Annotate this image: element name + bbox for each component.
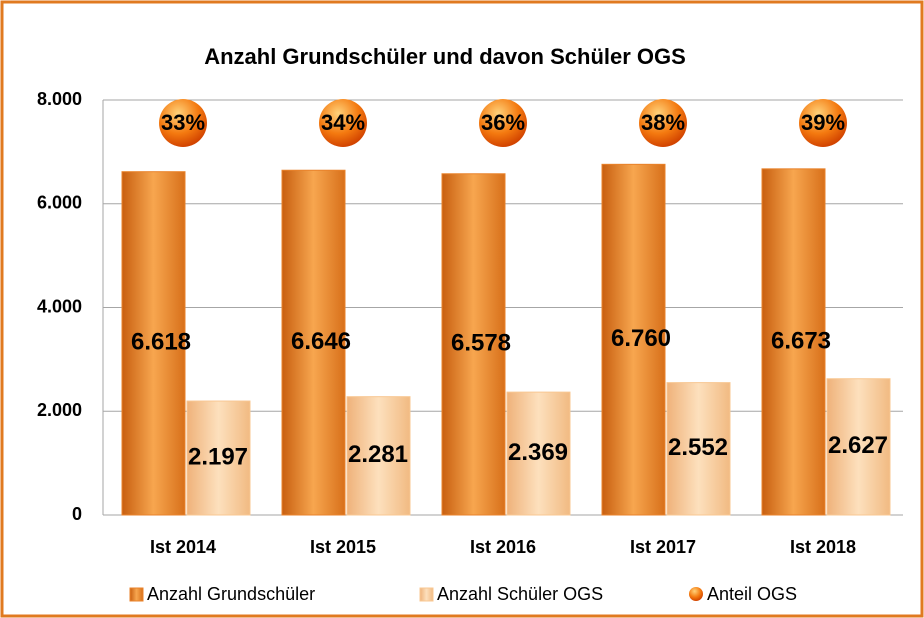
y-tick-label: 4.000 bbox=[37, 296, 82, 316]
legend-label: Anteil OGS bbox=[707, 584, 797, 604]
value-label: 2.197 bbox=[188, 443, 248, 470]
value-label: 2.627 bbox=[828, 432, 888, 459]
x-tick-label: Ist 2017 bbox=[630, 537, 696, 557]
legend-marker bbox=[689, 587, 703, 601]
x-tick-label: Ist 2015 bbox=[310, 537, 376, 557]
x-tick-label: Ist 2014 bbox=[150, 537, 216, 557]
bar bbox=[346, 396, 411, 516]
value-label: 6.618 bbox=[131, 329, 191, 356]
legend-label: Anzahl Schüler OGS bbox=[437, 584, 603, 604]
bar bbox=[186, 400, 251, 516]
bar bbox=[281, 169, 346, 516]
bar bbox=[826, 378, 891, 516]
bar bbox=[506, 391, 571, 516]
bar bbox=[761, 168, 826, 516]
legend-label: Anzahl Grundschüler bbox=[147, 584, 315, 604]
legend-marker bbox=[419, 587, 434, 602]
share-marker bbox=[319, 99, 367, 147]
value-label: 2.281 bbox=[348, 441, 408, 468]
share-marker bbox=[799, 99, 847, 147]
value-label: 2.552 bbox=[668, 434, 728, 461]
legend-marker bbox=[129, 587, 144, 602]
share-marker bbox=[159, 99, 207, 147]
share-marker bbox=[639, 99, 687, 147]
chart-title: Anzahl Grundschüler und davon Schüler OG… bbox=[204, 44, 686, 69]
value-label: 36% bbox=[481, 110, 525, 135]
y-tick-label: 6.000 bbox=[37, 193, 82, 213]
value-label: 33% bbox=[161, 110, 205, 135]
y-tick-label: 0 bbox=[72, 504, 82, 524]
value-label: 6.673 bbox=[771, 327, 831, 354]
value-label: 39% bbox=[801, 110, 845, 135]
value-label: 34% bbox=[321, 110, 365, 135]
value-label: 38% bbox=[641, 110, 685, 135]
value-label: 6.760 bbox=[611, 325, 671, 352]
share-marker bbox=[479, 99, 527, 147]
value-label: 6.578 bbox=[451, 330, 511, 357]
x-tick-label: Ist 2018 bbox=[790, 537, 856, 557]
bar bbox=[601, 163, 666, 516]
bar bbox=[666, 382, 731, 516]
x-tick-label: Ist 2016 bbox=[470, 537, 536, 557]
bar bbox=[441, 173, 506, 516]
value-label: 2.369 bbox=[508, 439, 568, 466]
y-tick-label: 2.000 bbox=[37, 400, 82, 420]
y-tick-label: 8.000 bbox=[37, 89, 82, 109]
bar bbox=[121, 171, 186, 516]
value-label: 6.646 bbox=[291, 328, 351, 355]
